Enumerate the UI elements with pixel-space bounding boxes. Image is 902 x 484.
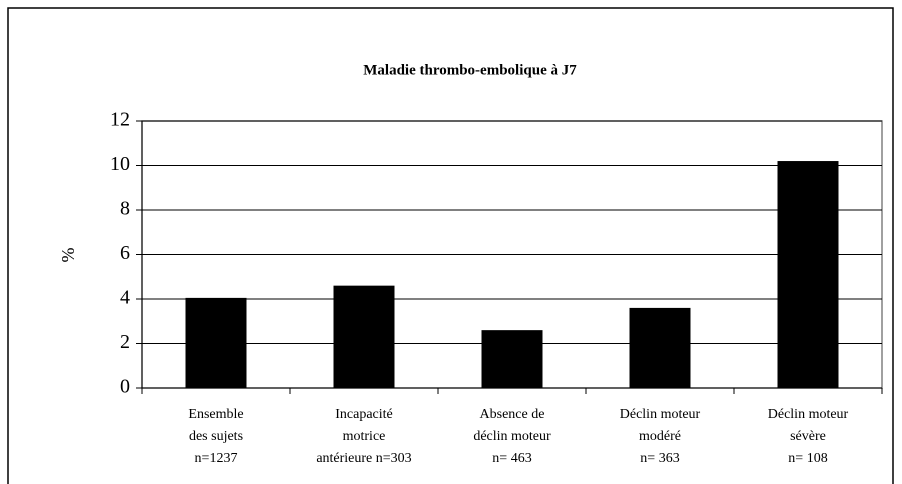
x-tick-label: Déclin moteur <box>768 407 849 422</box>
bar <box>185 297 247 388</box>
x-tick-label: sévère <box>790 429 826 444</box>
x-tick-label: déclin moteur <box>473 429 551 444</box>
bar <box>629 307 691 388</box>
x-tick-label: motrice <box>343 429 386 444</box>
x-tick-label: Déclin moteur <box>620 407 701 422</box>
chart-title: Maladie thrombo-embolique à J7 <box>363 62 577 78</box>
y-tick-label: 12 <box>110 109 130 131</box>
x-tick-label: n=1237 <box>195 451 238 466</box>
x-tick-label: n= 363 <box>640 451 679 466</box>
x-tick-label: antérieure n=303 <box>316 451 411 466</box>
x-tick-label: Absence de <box>480 407 545 422</box>
y-tick-label: 4 <box>120 287 130 309</box>
x-tick-label: Incapacité <box>335 407 393 422</box>
y-tick-label: 2 <box>120 331 130 353</box>
y-tick-label: 10 <box>110 153 130 175</box>
x-tick-label: modéré <box>639 429 681 444</box>
frame <box>7 7 894 484</box>
x-tick-label: des sujets <box>189 429 243 444</box>
bar <box>777 161 839 388</box>
bar <box>333 285 395 388</box>
y-axis-label: % <box>58 248 78 263</box>
x-tick-label: n= 463 <box>492 451 531 466</box>
x-tick-label: n= 108 <box>788 451 827 466</box>
x-tick-label: Ensemble <box>188 407 243 422</box>
y-tick-label: 6 <box>120 242 130 264</box>
bar <box>481 330 543 388</box>
y-tick-label: 0 <box>120 376 130 398</box>
y-tick-label: 8 <box>120 198 130 220</box>
